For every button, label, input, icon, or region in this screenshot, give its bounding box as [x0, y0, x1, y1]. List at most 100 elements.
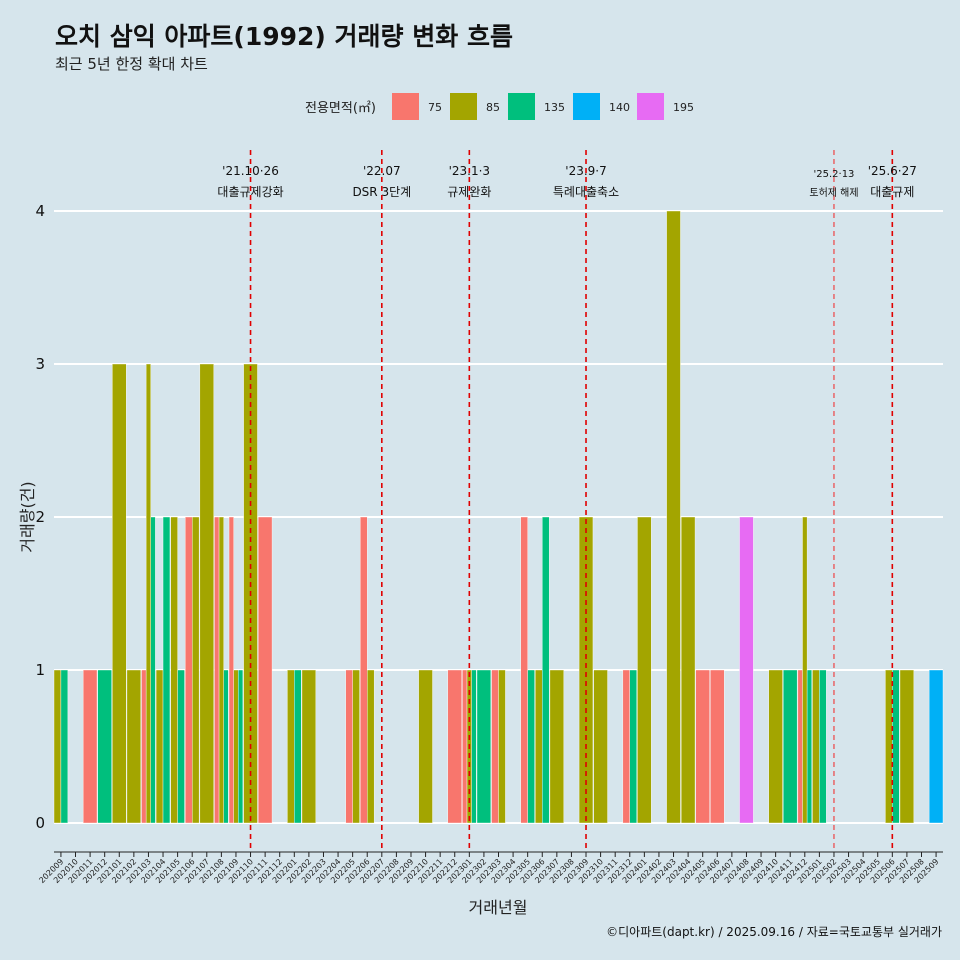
bar-202105-85	[170, 516, 178, 824]
bar-202103-135	[150, 516, 156, 824]
bar-202012-135	[97, 669, 112, 824]
bar-202305-135	[527, 669, 535, 824]
bar-202307-85	[549, 669, 564, 824]
bar-202410-85	[768, 669, 783, 824]
bar-202103-85	[145, 363, 151, 824]
legend-label-195: 195	[673, 101, 694, 114]
bar-202306-135	[542, 516, 550, 824]
bar-202412-135	[806, 669, 812, 824]
bar-202312-135	[629, 669, 637, 824]
bar-202105-135	[177, 669, 185, 824]
y-tick-label-4: 4	[35, 202, 45, 220]
legend-key-85	[450, 93, 477, 120]
bar-202509-140	[928, 669, 944, 824]
bars	[53, 210, 944, 824]
event-label-202207: DSR 3단계	[352, 185, 411, 199]
event-label-202309: 특례대출축소	[553, 185, 619, 199]
y-tick-label-3: 3	[35, 355, 45, 373]
bar-202501-135	[819, 669, 827, 824]
bar-202506-85	[885, 669, 893, 824]
legend-label-135: 135	[544, 101, 565, 114]
x-axis-title: 거래년월	[469, 898, 528, 917]
bar-202406-75	[710, 669, 725, 824]
bar-202206-75	[360, 516, 368, 824]
bar-202412-85	[802, 516, 808, 824]
bar-202109-85	[233, 669, 239, 824]
event-label-202506: 대출규제	[870, 185, 914, 199]
bar-202108-135	[223, 669, 229, 824]
event-date-202301: '23.1·3	[449, 164, 490, 178]
bar-202109-75	[228, 516, 234, 824]
bar-202106-75	[185, 516, 193, 824]
bar-202506-135	[892, 669, 900, 824]
legend-key-75	[392, 93, 419, 120]
event-date-202207: '22.07	[363, 164, 401, 178]
bar-202205-75	[345, 669, 353, 824]
bar-202011-75	[82, 669, 98, 824]
bar-202306-85	[535, 669, 543, 824]
legend-label-75: 75	[428, 101, 442, 114]
bar-202411-135	[783, 669, 798, 824]
event-date-202110: '21.10·26	[222, 164, 279, 178]
bar-202104-135	[162, 516, 171, 824]
event-lines: '21.10·26 대출규제강화 '22.07 DSR 3단계 '23.1·3 규제완화 '…	[217, 150, 917, 852]
legend-label-85: 85	[486, 101, 500, 114]
bar-202102-85	[126, 669, 141, 824]
bar-202405-75	[695, 669, 710, 824]
bar-202507-85	[899, 669, 915, 824]
event-label-202502: 토허제 해제	[809, 186, 858, 199]
event-date-202502: '25.2·13	[814, 169, 855, 180]
bar-202205-85	[352, 669, 360, 824]
bar-202401-85	[637, 516, 652, 824]
bar-202111-75	[258, 516, 273, 824]
bar-202101-85	[112, 363, 127, 824]
bar-202106-85	[191, 516, 200, 824]
event-date-202309: '23.9·7	[565, 164, 606, 178]
bar-202301-75	[462, 669, 468, 824]
legend-title: 전용면적(㎡)	[305, 101, 376, 116]
bar-202303-85	[498, 669, 506, 824]
bar-202201-85	[287, 669, 295, 824]
bar-202108-75	[214, 516, 220, 824]
y-tick-label-2: 2	[35, 508, 45, 526]
bar-202107-85	[199, 363, 214, 824]
bar-202103-75	[141, 669, 147, 824]
y-tick-label-1: 1	[35, 661, 45, 679]
bar-202404-85	[680, 516, 696, 824]
bar-202310-85	[593, 669, 608, 824]
event-label-202301: 규제완화	[447, 185, 491, 199]
bar-202202-85	[301, 669, 317, 824]
bar-202109-135	[238, 669, 244, 824]
legend-key-195	[637, 93, 664, 120]
legend-label-140: 140	[609, 101, 630, 114]
x-axis: 2020092020102020112020122021012021022021…	[37, 851, 943, 885]
bar-202206-85	[367, 669, 375, 824]
event-date-202506: '25.6·27	[868, 164, 917, 178]
bar-202104-85	[155, 669, 164, 824]
legend-key-135	[508, 93, 535, 120]
chart-title: 오치 삼익 아파트(1992) 거래량 변화 흐름	[55, 22, 513, 51]
bar-202309-85	[578, 516, 594, 824]
y-axis: 0 1 2 3 4	[35, 202, 45, 832]
y-axis-title: 거래량(건)	[18, 481, 37, 552]
bar-202301-135	[471, 669, 477, 824]
bar-202303-75	[491, 669, 499, 824]
bar-202403-85	[666, 210, 681, 824]
bar-202212-75	[447, 669, 462, 824]
bar-202408-195	[739, 516, 754, 824]
bar-202305-75	[520, 516, 528, 824]
bar-202302-135	[476, 669, 492, 824]
caption: ©디아파트(dapt.kr) / 2025.09.16 / 자료=국토교통부 실…	[606, 925, 942, 939]
bar-202009-135	[60, 669, 69, 824]
bar-202412-75	[797, 669, 803, 824]
event-label-202110: 대출규제강화	[217, 185, 283, 199]
bar-202201-135	[294, 669, 302, 824]
legend-key-140	[573, 93, 600, 120]
legend: 전용면적(㎡) 75 85 135 140 195	[305, 93, 694, 120]
bar-202009-85	[53, 669, 62, 824]
bar-202501-85	[812, 669, 820, 824]
bar-202210-85	[418, 669, 433, 824]
y-tick-label-0: 0	[35, 814, 45, 832]
bar-202312-75	[622, 669, 630, 824]
